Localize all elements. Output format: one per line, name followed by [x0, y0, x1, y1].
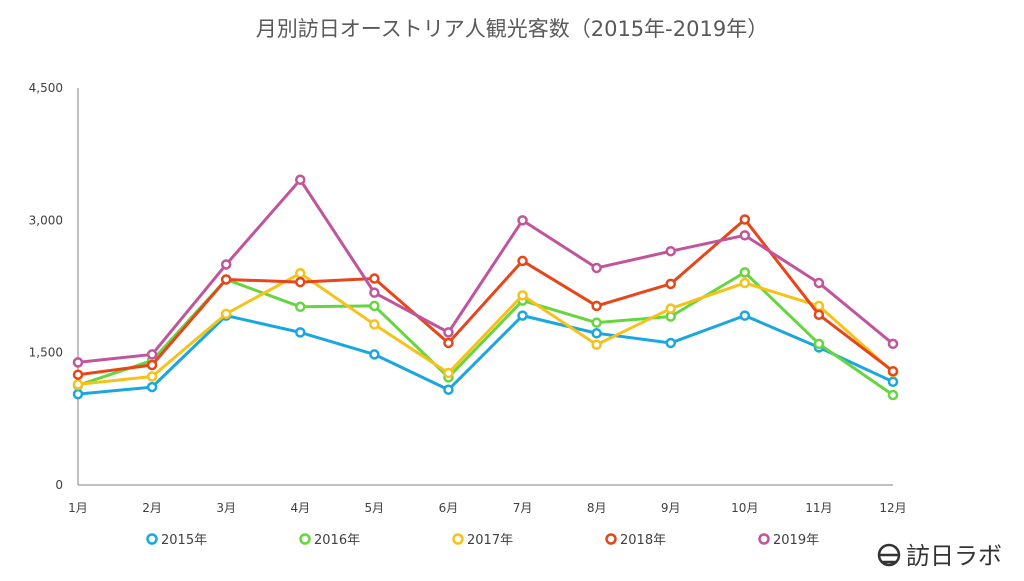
data-point	[220, 274, 232, 285]
data-point	[665, 245, 676, 257]
data-point	[443, 337, 454, 349]
data-point	[591, 328, 602, 339]
data-point	[72, 357, 84, 368]
data-point	[517, 310, 528, 321]
data-point	[295, 268, 306, 279]
y-tick-label: 1,500	[29, 346, 63, 360]
data-point	[295, 301, 306, 313]
logo: 訪日ラボ	[877, 542, 1002, 570]
data-point	[739, 214, 751, 225]
data-point	[295, 174, 306, 186]
legend-marker	[452, 533, 464, 545]
data-point	[591, 262, 602, 274]
chart-title: 月別訪日オーストリア人観光客数（2015年-2019年）	[256, 17, 768, 41]
data-point	[369, 319, 380, 330]
logo-text: 訪日ラボ	[906, 542, 1002, 570]
legend-label: 2018年	[620, 533, 666, 548]
data-point	[739, 267, 751, 278]
data-point	[739, 277, 751, 289]
data-point	[369, 287, 380, 298]
data-point	[665, 278, 676, 290]
series-layer	[72, 174, 899, 401]
legend-item: 2017年	[452, 533, 513, 548]
data-point	[369, 300, 380, 312]
data-point	[517, 215, 528, 226]
data-point	[443, 367, 454, 379]
legend-marker	[146, 533, 158, 545]
data-point	[369, 349, 380, 360]
series-line	[77, 271, 894, 386]
y-tick-label: 0	[55, 478, 63, 492]
legend-label: 2019年	[773, 533, 819, 548]
legend-item: 2019年	[758, 533, 819, 548]
series-line	[77, 217, 894, 377]
data-point	[887, 365, 899, 377]
data-point	[887, 338, 899, 350]
data-point	[295, 276, 306, 288]
data-point	[72, 369, 84, 380]
data-point	[369, 273, 380, 284]
data-point	[739, 230, 751, 241]
data-point	[813, 338, 825, 350]
data-point	[665, 337, 676, 349]
data-point	[813, 309, 825, 320]
data-point	[591, 300, 602, 312]
x-tick-label: 8月	[587, 501, 607, 515]
data-point	[443, 327, 454, 338]
legend-item: 2018年	[605, 533, 666, 548]
data-point	[220, 308, 232, 320]
data-point	[517, 255, 528, 267]
axes: 0 1,500 3,000 4,500 1月 2月 3月 4月 5月 6月 7月 8月 9月 10月 11月…	[29, 81, 907, 515]
data-point	[591, 339, 602, 350]
y-tick-label: 4,500	[29, 81, 63, 95]
series-2018年	[72, 214, 899, 380]
x-tick-label: 10月	[731, 501, 758, 515]
data-point	[887, 389, 899, 401]
x-tick-label: 1月	[68, 501, 88, 515]
x-tick-label: 12月	[879, 501, 906, 515]
data-point	[813, 277, 825, 289]
x-tick-label: 11月	[805, 501, 832, 515]
data-point	[72, 379, 84, 390]
data-point	[146, 371, 158, 382]
series-2015年	[72, 310, 899, 400]
legend-label: 2015年	[161, 533, 207, 548]
legend-marker	[605, 533, 617, 545]
data-point	[517, 290, 528, 301]
series-line	[77, 178, 894, 364]
y-tick-label: 3,000	[29, 213, 63, 227]
data-point	[887, 376, 899, 388]
data-point	[665, 303, 676, 314]
series-2017年	[72, 268, 899, 390]
x-tick-label: 5月	[365, 501, 385, 515]
logo-mark-icon	[877, 543, 901, 567]
data-point	[72, 388, 84, 400]
legend-label: 2017年	[467, 533, 513, 548]
x-tick-label: 6月	[439, 501, 459, 515]
legend-marker	[758, 533, 770, 545]
data-point	[146, 381, 158, 393]
data-point	[591, 317, 602, 328]
data-point	[739, 310, 751, 321]
data-point	[146, 349, 158, 360]
x-tick-label: 7月	[513, 501, 533, 515]
series-2019年	[72, 174, 899, 368]
x-tick-label: 2月	[142, 501, 162, 515]
x-tick-label: 9月	[661, 501, 681, 515]
x-tick-label: 3月	[216, 501, 236, 515]
series-line	[77, 314, 894, 396]
legend-label: 2016年	[314, 533, 360, 548]
data-point	[146, 359, 158, 371]
x-tick-label: 4月	[290, 501, 310, 515]
data-point	[220, 259, 232, 270]
legend-item: 2016年	[299, 533, 360, 548]
legend-marker	[299, 533, 311, 545]
data-point	[295, 327, 306, 338]
data-point	[443, 384, 454, 395]
legend: 2015年 2016年 2017年 2018年 2019年	[146, 533, 819, 548]
legend-item: 2015年	[146, 533, 207, 548]
